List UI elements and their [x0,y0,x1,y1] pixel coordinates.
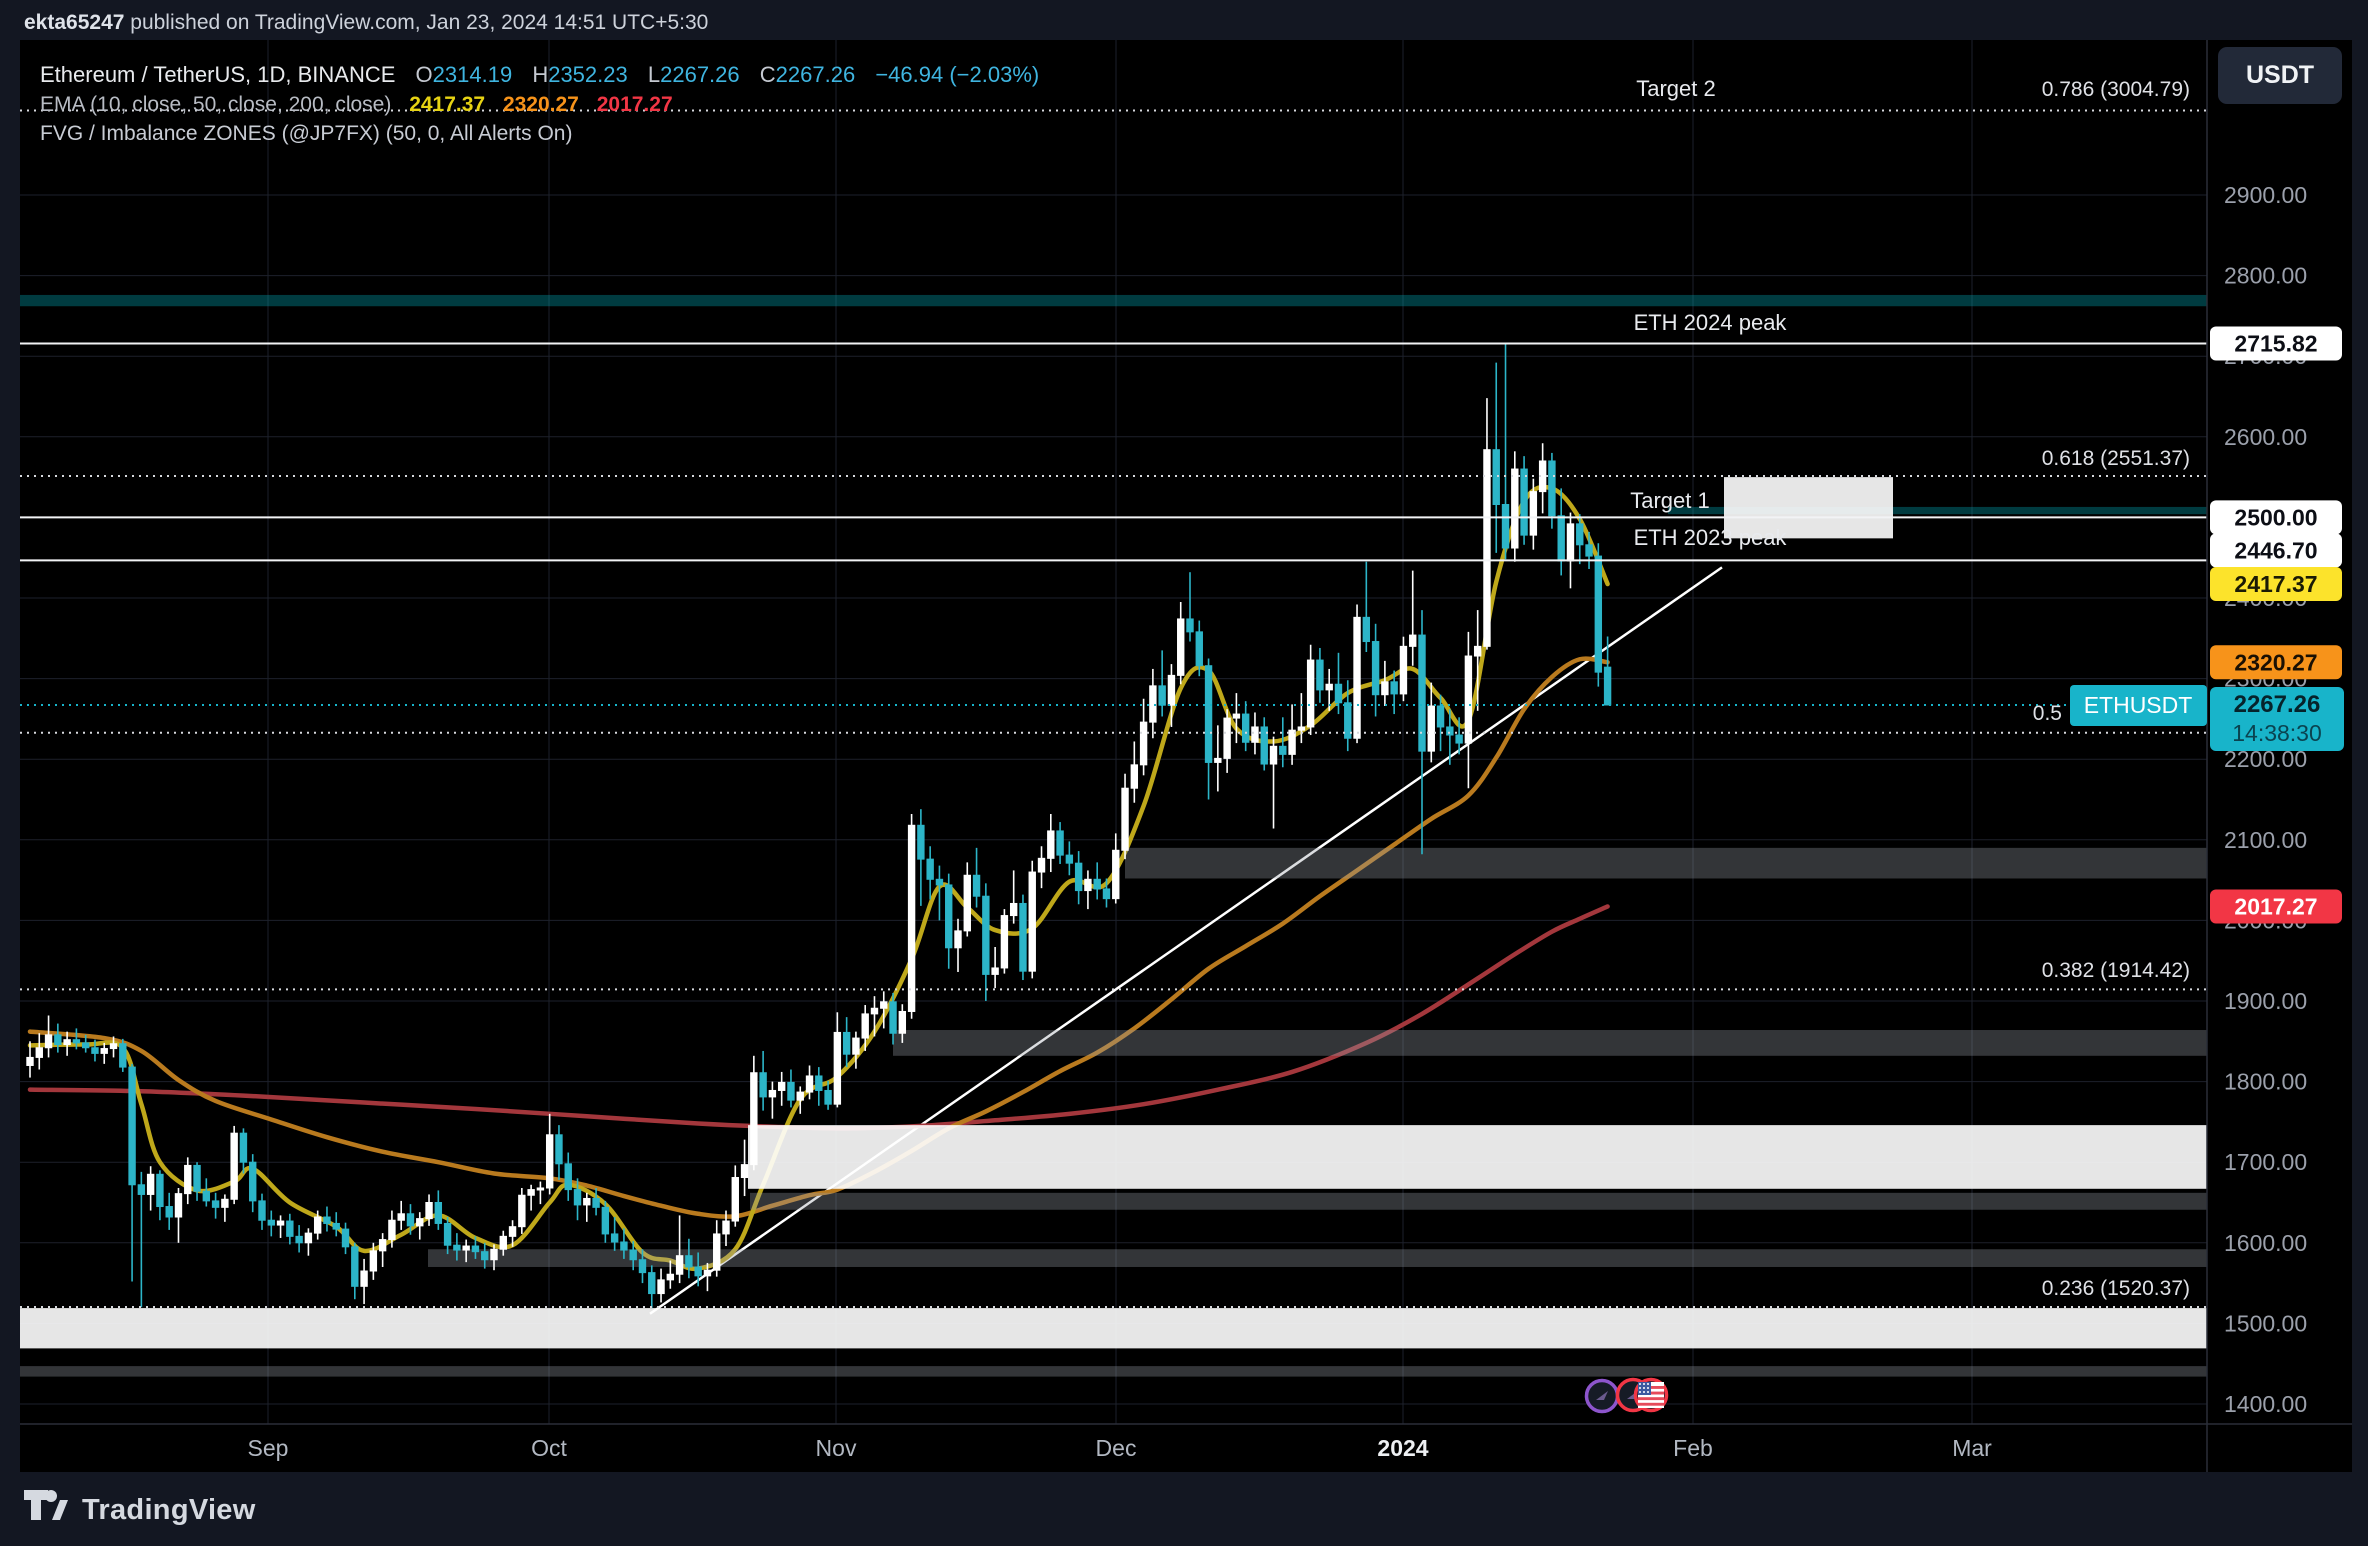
teal-imbalance-2770 [20,294,2207,307]
svg-text:2017.27: 2017.27 [2234,893,2317,919]
ohlc-open-label: O [415,62,433,87]
time-tick-oct: Oct [531,1435,567,1461]
price-badge-2417.37 [2210,566,2342,601]
time-tick-sep: Sep [248,1435,289,1461]
fib-label-0.236: 0.236 (1520.37) [2042,1277,2190,1300]
fib-label-0.5: 0.5 [2033,702,2062,725]
current-symbol-tag [2070,684,2207,726]
fib-label-0.786: 0.786 (3004.79) [2042,78,2190,101]
grey-fvg-2070 [1125,847,2207,879]
svg-text:2500.00: 2500.00 [2234,504,2317,530]
time-tick-dec: Dec [1096,1435,1137,1461]
economic-event-icon-us-flag[interactable] [1633,1377,1669,1413]
price-tick-label: 2100.00 [2224,827,2307,853]
current-price-text: 2267.26 [2234,691,2321,718]
publisher-username: ekta65247 [24,11,125,34]
symbol-info-row: Ethereum / TetherUS, 1D, BINANCE O2314.1… [40,62,1039,88]
price-tick-label: 1900.00 [2224,988,2307,1014]
tradingview-logo-text: TradingView [82,1493,256,1526]
annotation-target-1: Target 1 [1630,488,1710,513]
ohlc-close-label: C [759,62,776,87]
tradingview-logo-icon [24,1490,68,1520]
ema10-value: 2417.37 [409,93,486,116]
annotation-labels: Target 2 ETH 2024 peak Target 1 ETH 2023 pe… [1630,76,2190,1300]
ema-10-line[interactable] [27,484,1610,1272]
ema-indicator-row: EMA (10, close, 50, close, 200, close) 2… [40,93,1039,117]
symbol-title: Ethereum / TetherUS, 1D, BINANCE [40,62,396,87]
grey-fvg-1850 [893,1030,2207,1056]
svg-text:2417.37: 2417.37 [2234,571,2317,597]
fib-label-0.382: 0.382 (1914.42) [2042,959,2190,982]
ohlc-low-value: 2267.26 [660,62,740,87]
grey-fvg-1580 [428,1249,2207,1267]
ohlc-open-value: 2314.19 [432,62,513,87]
price-tick-label: 2800.00 [2224,263,2307,289]
fvg-indicator-row: FVG / Imbalance ZONES (@JP7FX) (50, 0, A… [40,122,1039,146]
price-tick-label: 1700.00 [2224,1149,2307,1175]
price-badge-2446.70 [2210,533,2342,568]
svg-text:2446.70: 2446.70 [2234,537,2317,563]
ohlc-high-label: H [532,62,549,87]
svg-text:2715.82: 2715.82 [2234,330,2317,356]
annotation-target-2: Target 2 [1636,76,1716,101]
publish-info-text: published on TradingView.com, Jan 23, 20… [124,11,709,34]
price-badge-2500.00 [2210,500,2342,535]
price-badge-2017.27 [2210,889,2342,924]
white-fvg-1500 [20,1308,2207,1349]
trend-line[interactable] [649,566,1723,1315]
price-tick-label: 2900.00 [2224,182,2307,208]
bar-countdown-text: 14:38:30 [2232,720,2322,746]
time-scale[interactable]: Sep Oct Nov Dec 2024 Feb Mar [248,1435,1993,1461]
white-fvg-2510 [1724,477,1893,539]
annotation-eth-2024-peak: ETH 2024 peak [1634,310,1788,335]
price-tick-label: 2600.00 [2224,424,2307,450]
ema50-value: 2320.27 [502,93,579,116]
price-scale-badges: 2715.82 2500.00 2446.70 2417.37 2320.27 2017.… [2070,326,2344,924]
ohlc-low-label: L [647,62,661,87]
annotation-eth-2023-peak: ETH 2023 peak [1634,525,1788,550]
price-tick-label: 1500.00 [2224,1310,2307,1336]
chart-legend: Ethereum / TetherUS, 1D, BINANCE O2314.1… [40,62,1039,151]
svg-text:2320.27: 2320.27 [2234,649,2317,675]
plot-background [20,40,2352,1472]
fvg-zones [20,294,2207,1377]
time-tick-feb: Feb [1673,1435,1713,1461]
time-tick-mar: Mar [1952,1435,1992,1461]
current-symbol-text: ETHUSDT [2084,692,2193,718]
ohlc-close-value: 2267.26 [775,62,856,87]
price-tick-label: 1800.00 [2224,1069,2307,1095]
price-change: −46.94 (−2.03%) [875,62,1040,87]
grey-fvg-1650 [750,1192,2207,1210]
ohlc-high-value: 2352.23 [548,62,628,87]
price-tick-label: 1600.00 [2224,1230,2307,1256]
tradingview-logo[interactable]: TradingView [24,1490,256,1530]
time-tick-2024: 2024 [1377,1435,1428,1461]
currency-toggle-button[interactable]: USDT [2218,47,2342,104]
economic-event-icon-purple[interactable] [1584,1378,1620,1414]
event-icons[interactable] [1584,1377,1669,1414]
ema200-value: 2017.27 [596,93,673,116]
time-tick-nov: Nov [816,1435,857,1461]
fvg-indicator-label: FVG / Imbalance ZONES (@JP7FX) (50, 0, A… [40,122,573,145]
ema-indicator-label: EMA (10, close, 50, close, 200, close) [40,93,392,116]
current-price-badge [2210,686,2344,751]
price-badge-2715.82 [2210,326,2342,361]
teal-imbalance-2510 [1668,506,2207,515]
price-level-lines [20,109,2207,1308]
price-tick-label: 1400.00 [2224,1391,2307,1417]
publish-attribution-bar: ekta65247 published on TradingView.com, … [24,8,708,38]
fib-label-0.618: 0.618 (2551.37) [2042,447,2190,470]
ema-200-line[interactable] [27,904,1610,1131]
grey-fvg-1440 [20,1366,2207,1377]
price-badge-2320.27 [2210,645,2342,680]
white-fvg-1700 [748,1125,2207,1189]
